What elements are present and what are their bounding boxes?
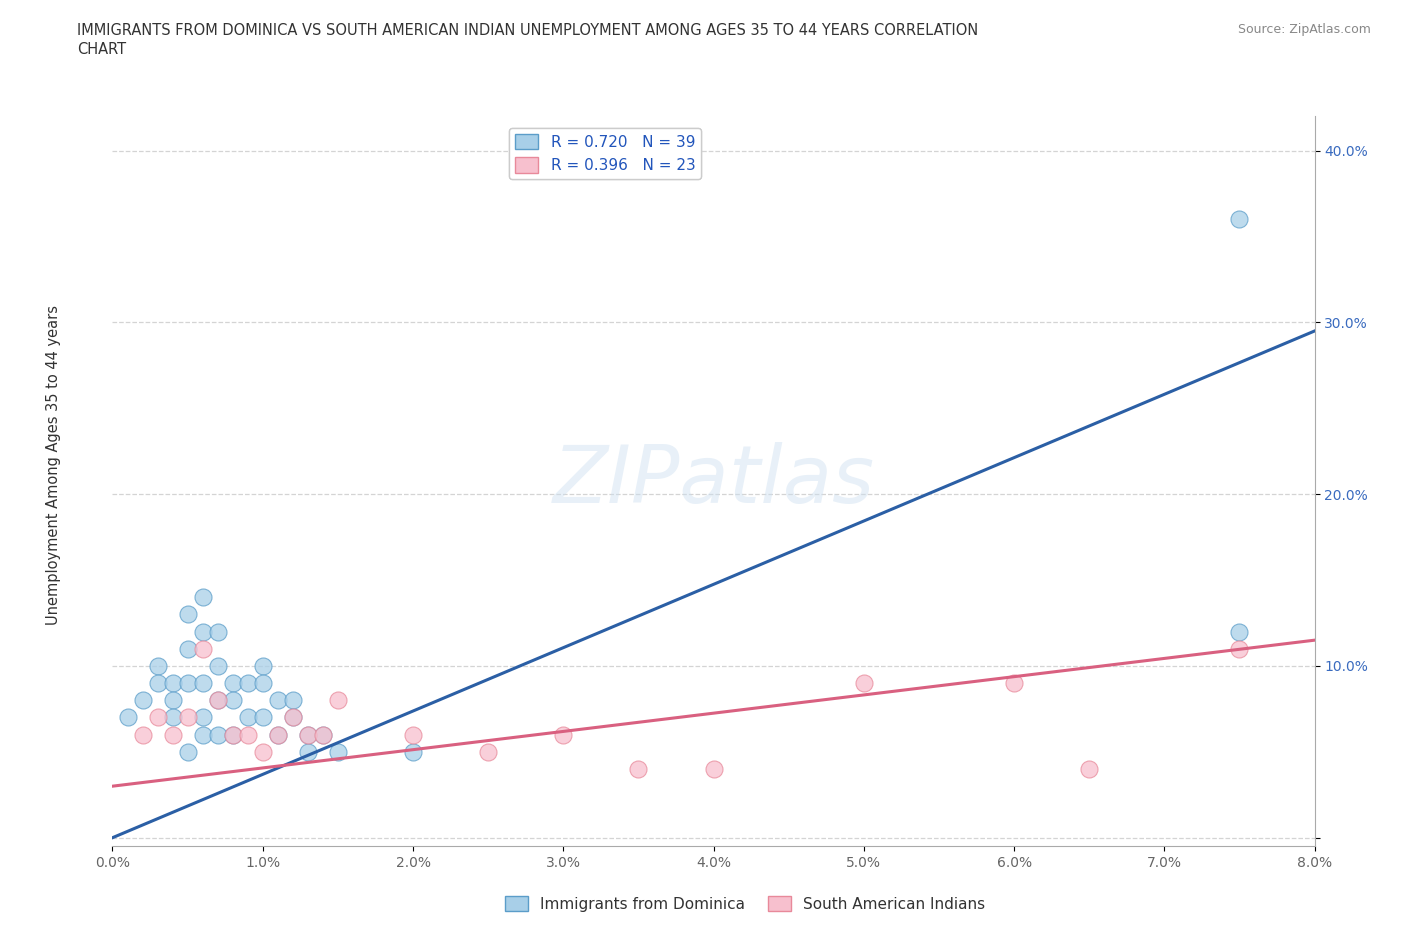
Point: [1229, 624, 1251, 639]
Point: [146, 710, 169, 724]
Point: [281, 693, 304, 708]
Point: [312, 727, 335, 742]
Point: [267, 727, 290, 742]
Point: [252, 710, 274, 724]
Point: [627, 762, 650, 777]
Point: [1229, 642, 1251, 657]
Point: [162, 710, 184, 724]
Point: [297, 727, 319, 742]
Point: [402, 727, 425, 742]
Point: [207, 693, 229, 708]
Point: [553, 727, 575, 742]
Point: [281, 710, 304, 724]
Point: [176, 744, 198, 759]
Legend: R = 0.720   N = 39, R = 0.396   N = 23: R = 0.720 N = 39, R = 0.396 N = 23: [509, 127, 702, 179]
Point: [131, 727, 153, 742]
Point: [191, 676, 214, 691]
Point: [312, 727, 335, 742]
Point: [1002, 676, 1025, 691]
Point: [207, 624, 229, 639]
Point: [191, 642, 214, 657]
Point: [222, 727, 245, 742]
Point: [162, 693, 184, 708]
Point: [267, 727, 290, 742]
Point: [1078, 762, 1101, 777]
Point: [252, 658, 274, 673]
Point: [297, 744, 319, 759]
Point: [117, 710, 139, 724]
Point: [131, 693, 153, 708]
Point: [191, 727, 214, 742]
Legend: Immigrants from Dominica, South American Indians: Immigrants from Dominica, South American…: [499, 889, 991, 918]
Point: [176, 676, 198, 691]
Text: Unemployment Among Ages 35 to 44 years: Unemployment Among Ages 35 to 44 years: [46, 305, 60, 625]
Point: [176, 607, 198, 622]
Point: [326, 693, 349, 708]
Point: [252, 676, 274, 691]
Point: [222, 693, 245, 708]
Point: [402, 744, 425, 759]
Point: [852, 676, 875, 691]
Point: [222, 676, 245, 691]
Point: [1229, 212, 1251, 227]
Point: [176, 710, 198, 724]
Text: IMMIGRANTS FROM DOMINICA VS SOUTH AMERICAN INDIAN UNEMPLOYMENT AMONG AGES 35 TO : IMMIGRANTS FROM DOMINICA VS SOUTH AMERIC…: [77, 23, 979, 38]
Point: [222, 727, 245, 742]
Point: [297, 727, 319, 742]
Text: CHART: CHART: [77, 42, 127, 57]
Point: [191, 710, 214, 724]
Point: [236, 710, 259, 724]
Point: [326, 744, 349, 759]
Point: [252, 744, 274, 759]
Text: Source: ZipAtlas.com: Source: ZipAtlas.com: [1237, 23, 1371, 36]
Point: [146, 676, 169, 691]
Point: [236, 727, 259, 742]
Point: [191, 590, 214, 604]
Text: ZIPatlas: ZIPatlas: [553, 443, 875, 520]
Point: [176, 642, 198, 657]
Point: [207, 727, 229, 742]
Point: [162, 727, 184, 742]
Point: [703, 762, 725, 777]
Point: [207, 693, 229, 708]
Point: [207, 658, 229, 673]
Point: [191, 624, 214, 639]
Point: [236, 676, 259, 691]
Point: [267, 693, 290, 708]
Point: [281, 710, 304, 724]
Point: [146, 658, 169, 673]
Point: [477, 744, 499, 759]
Point: [162, 676, 184, 691]
